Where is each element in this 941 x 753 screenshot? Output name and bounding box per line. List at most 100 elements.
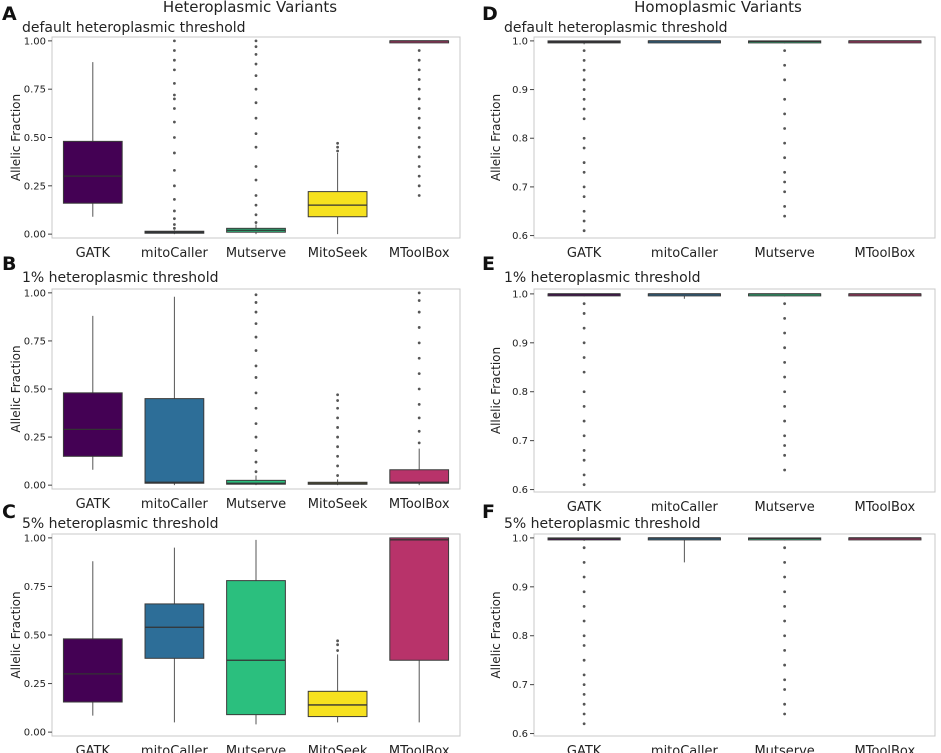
- outlier-point: [582, 146, 586, 150]
- outlier-point: [582, 117, 586, 121]
- box-gatk: [62, 315, 123, 470]
- outlier-point: [783, 663, 787, 667]
- outlier-point: [582, 88, 586, 91]
- outlier-point: [417, 116, 421, 120]
- outlier-point: [783, 63, 787, 67]
- x-tick-label: mitoCaller: [141, 497, 209, 512]
- panel-letter: D: [482, 3, 498, 25]
- outlier-point: [582, 683, 586, 687]
- y-tick-label: 0.7: [512, 182, 528, 193]
- box-body: [62, 392, 123, 457]
- outlier-point: [417, 97, 421, 101]
- outlier-point: [783, 712, 787, 716]
- y-tick-label: 1.0: [512, 533, 528, 544]
- outlier-point: [582, 546, 586, 550]
- outlier-point: [254, 470, 258, 474]
- outlier-point: [417, 165, 421, 168]
- panel-letter: E: [482, 253, 495, 275]
- outlier-point: [417, 184, 421, 188]
- outlier-point: [254, 132, 258, 136]
- y-tick-label: 0.6: [512, 729, 528, 740]
- outlier-point: [783, 649, 787, 652]
- outlier-point: [783, 346, 787, 350]
- outlier-point: [254, 391, 258, 395]
- box-body: [307, 690, 368, 718]
- x-tick-label: GATK: [76, 744, 111, 753]
- outlier-point: [582, 458, 586, 462]
- box-mitocaller: [647, 537, 721, 563]
- outlier-point: [582, 302, 586, 306]
- outlier-point: [582, 702, 586, 706]
- plot-frame: [533, 36, 936, 239]
- outlier-point: [783, 302, 787, 306]
- outlier-point: [336, 649, 339, 652]
- x-tick-label: GATK: [567, 500, 602, 515]
- outlier-point: [582, 658, 586, 662]
- outlier-point: [336, 145, 339, 149]
- outlier-point: [417, 68, 421, 72]
- outlier-point: [582, 712, 586, 716]
- outlier-point: [783, 375, 787, 379]
- outlier-point: [783, 390, 787, 394]
- y-axis-label: Allelic Fraction: [489, 347, 503, 434]
- x-tick-label: mitoCaller: [141, 246, 209, 261]
- box-body: [226, 479, 286, 485]
- outlier-point: [783, 419, 787, 423]
- x-tick-label: Mutserve: [226, 744, 286, 753]
- y-tick-label: 0.25: [24, 433, 46, 444]
- y-tick-label: 0.75: [24, 85, 46, 96]
- y-tick-label: 1.00: [24, 288, 46, 299]
- outlier-point: [173, 49, 176, 52]
- outlier-point: [783, 453, 787, 457]
- box-body: [62, 638, 123, 703]
- outlier-point: [783, 204, 787, 208]
- outlier-point: [254, 178, 258, 182]
- outlier-point: [582, 390, 586, 394]
- outlier-point: [417, 387, 421, 391]
- y-tick-label: 0.00: [24, 481, 46, 492]
- outlier-point: [417, 310, 421, 314]
- outlier-point: [336, 399, 339, 402]
- outlier-point: [582, 449, 586, 452]
- box-mutserve: [226, 39, 286, 235]
- panel-letter: F: [482, 501, 495, 523]
- x-tick-label: mitoCaller: [651, 744, 719, 753]
- outlier-point: [582, 634, 586, 638]
- y-tick-label: 0.00: [24, 728, 46, 739]
- outlier-point: [254, 116, 258, 120]
- outlier-point: [582, 195, 586, 199]
- box-mitocaller: [647, 40, 721, 44]
- outlier-point: [783, 190, 787, 194]
- outlier-point: [336, 643, 339, 647]
- y-tick-label: 1.0: [512, 36, 528, 47]
- outlier-point: [582, 604, 586, 608]
- box-mitoseek: [307, 639, 368, 723]
- x-tick-label: Mutserve: [754, 500, 814, 515]
- outlier-point: [783, 214, 787, 218]
- outlier-point: [417, 87, 421, 91]
- box-mtoolbox: [848, 293, 922, 297]
- outlier-point: [582, 693, 586, 696]
- plot-frame: [51, 36, 461, 239]
- box-mtoolbox: [389, 40, 450, 197]
- box-mitocaller: [144, 39, 205, 235]
- x-tick-label: GATK: [76, 497, 111, 512]
- y-tick-label: 0.8: [512, 134, 528, 145]
- y-tick-label: 0.6: [512, 231, 528, 242]
- outlier-point: [582, 673, 586, 677]
- outlier-point: [783, 560, 787, 564]
- panel-subtitle: default heteroplasmic threshold: [504, 20, 728, 36]
- outlier-point: [417, 49, 421, 52]
- box-mtoolbox: [848, 40, 922, 44]
- y-tick-label: 1.0: [512, 289, 528, 300]
- outlier-point: [173, 107, 176, 110]
- outlier-point: [582, 161, 586, 164]
- outlier-point: [417, 194, 421, 197]
- outlier-point: [417, 326, 421, 329]
- outlier-point: [582, 68, 586, 72]
- panel-letter: C: [2, 501, 16, 523]
- outlier-point: [582, 404, 586, 408]
- box-mtoolbox: [848, 537, 922, 541]
- x-tick-label: GATK: [76, 246, 111, 261]
